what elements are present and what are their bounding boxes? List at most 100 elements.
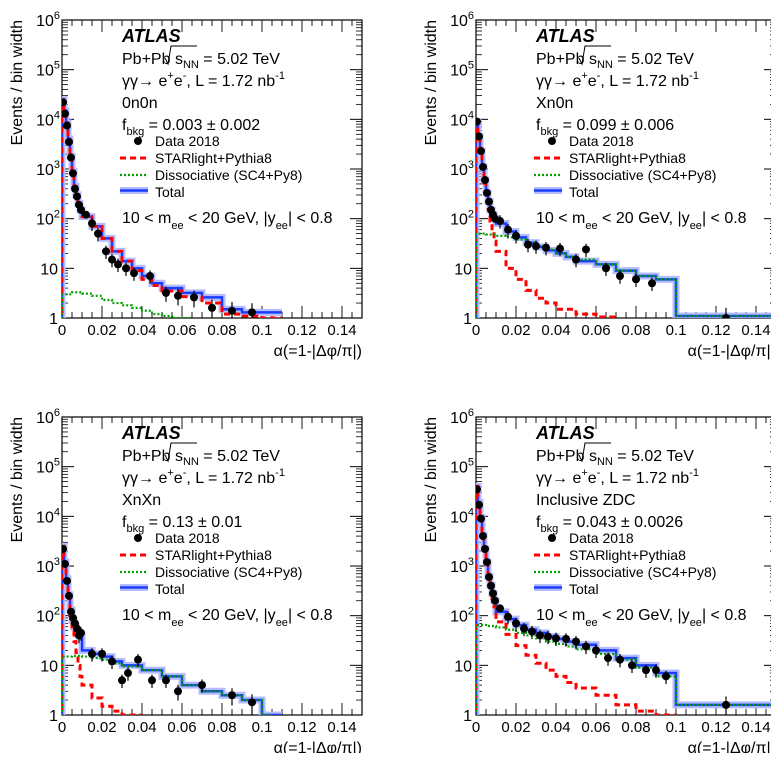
y-tick-label: 105: [450, 457, 474, 477]
data-point: [118, 676, 126, 685]
data-point: [616, 272, 624, 281]
data-point: [544, 632, 552, 641]
process-part: -: [597, 467, 601, 479]
y-axis-label: Events / bin width: [423, 417, 440, 542]
data-point: [485, 573, 493, 582]
data-point: [102, 247, 110, 256]
y-tick-base: 10: [450, 112, 468, 129]
data-point: [65, 137, 73, 146]
x-tick-label: 0.02: [501, 322, 530, 339]
legend-label-total: Total: [569, 581, 599, 597]
y-tick-exp: 6: [54, 10, 60, 22]
x-axis-label: α(=1-|Δφ/π|): [274, 740, 362, 753]
legend-label-dissociative: Dissociative (SC4+Py8): [569, 167, 716, 183]
legend-label-dissociative: Dissociative (SC4+Py8): [155, 564, 302, 580]
y-tick-base: 10: [40, 261, 58, 278]
y-tick-base: 10: [36, 212, 54, 229]
legend-label-data: Data 2018: [569, 133, 634, 149]
data-point: [114, 260, 122, 269]
process-label: γγ→ e+e-, L = 1.72 nb-1: [122, 467, 285, 487]
y-tick-label: 106: [450, 407, 474, 427]
fbkg-value: = 0.13 ± 0.01: [144, 514, 242, 531]
system-label: Pb+Pb: [536, 51, 589, 68]
sqrt-s-label: s: [175, 448, 183, 465]
data-point: [485, 197, 493, 206]
sqrt-s-sub: NN: [183, 456, 199, 468]
fbkg-f: f: [536, 514, 541, 531]
data-point: [108, 657, 116, 666]
fbkg-f: f: [122, 117, 127, 134]
fbkg-value: = 0.003 ± 0.002: [144, 117, 260, 134]
data-point: [65, 591, 73, 600]
y-tick-base: 10: [454, 261, 472, 278]
process-part: , L = 1.72 nb: [600, 470, 689, 487]
y-tick-label: 104: [36, 506, 60, 526]
data-point: [632, 275, 640, 284]
y-tick-label: 10: [454, 658, 472, 675]
x-tick-label: 0.04: [541, 322, 570, 339]
legend-label-data: Data 2018: [155, 530, 220, 546]
legend-marker-data: [134, 137, 142, 145]
y-tick-label: 103: [450, 556, 474, 576]
data-point: [520, 624, 528, 633]
y-tick-label: 104: [450, 506, 474, 526]
data-point: [248, 308, 256, 317]
data-point: [198, 681, 206, 690]
data-point: [77, 205, 85, 214]
data-point: [512, 619, 520, 628]
y-tick-exp: 4: [468, 109, 474, 121]
data-point: [134, 655, 142, 664]
process-part: -: [183, 467, 187, 479]
process-part: , L = 1.72 nb: [186, 73, 275, 90]
sqrt-s-sub: NN: [597, 59, 613, 71]
process-part: , L = 1.72 nb: [600, 73, 689, 90]
sqrt-sign: [578, 442, 611, 463]
x-tick-label: 0.04: [541, 719, 570, 736]
atlas-label: ATLAS: [535, 26, 595, 46]
x-tick-label: 0.06: [581, 322, 610, 339]
data-point: [572, 637, 580, 646]
x-tick-label: 0.04: [127, 322, 156, 339]
process-part: -: [183, 70, 187, 82]
process-part: e: [588, 470, 597, 487]
x-tick-label: 0.1: [252, 322, 273, 339]
data-point: [479, 532, 487, 541]
y-axis-label: Events / bin width: [9, 20, 26, 145]
process-part: e: [174, 73, 183, 90]
y-tick-label: 104: [36, 109, 60, 129]
process-part: γγ→ e: [122, 73, 167, 90]
process-label: γγ→ e+e-, L = 1.72 nb-1: [536, 70, 699, 90]
data-point: [532, 242, 540, 251]
data-point: [572, 255, 580, 264]
data-point: [62, 109, 69, 118]
y-tick-exp: 5: [54, 60, 60, 72]
data-point: [562, 634, 570, 643]
data-point: [556, 244, 564, 253]
process-part: γγ→ e: [536, 73, 581, 90]
x-tick-label: 0.1: [252, 719, 273, 736]
data-point: [62, 98, 67, 107]
data-point: [512, 231, 520, 240]
selection-part: ee: [171, 617, 183, 629]
data-point: [483, 188, 491, 197]
y-tick-label: 106: [36, 407, 60, 427]
data-point: [71, 184, 79, 193]
legend-label-starlight: STARlight+Pythia8: [569, 547, 686, 563]
x-tick-label: 0.12: [287, 322, 316, 339]
series-group: [62, 542, 282, 715]
y-tick-base: 10: [454, 658, 472, 675]
data-point: [642, 666, 650, 675]
legend-label-starlight: STARlight+Pythia8: [155, 547, 272, 563]
data-point: [648, 279, 656, 288]
data-point: [108, 255, 116, 264]
y-tick-base: 1: [49, 311, 58, 328]
sqrt-s-label: s: [175, 51, 183, 68]
process-part: -1: [275, 70, 285, 82]
x-axis-label: α(=1-|Δφ/π|): [688, 740, 771, 753]
data-point: [604, 654, 612, 663]
fbkg-sub: bkg: [126, 523, 144, 535]
selection-part: 10 < m: [536, 210, 585, 227]
energy-value: = 5.02 TeV: [613, 51, 694, 68]
